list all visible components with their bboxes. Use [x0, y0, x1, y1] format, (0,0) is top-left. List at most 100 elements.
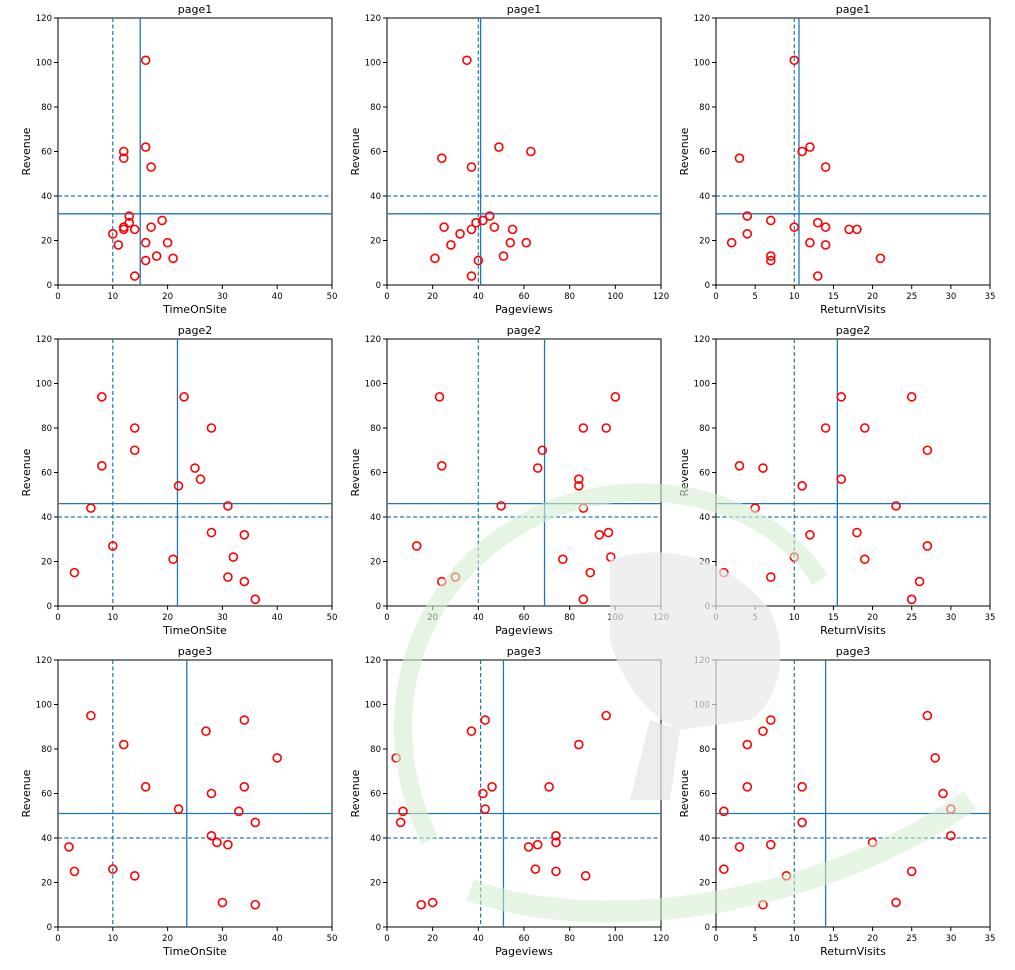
x-tick-label: 10 [789, 934, 800, 944]
scatter-point [789, 55, 800, 66]
chart-panel-5: page2 0 20 40 60 80 100 120 0 20 40 60 80 100 120 Pagev… [349, 324, 669, 637]
scatter-point [734, 461, 745, 471]
scatter-point [930, 753, 941, 763]
x-tick-label: 20 [162, 613, 173, 623]
y-tick-label: 0 [705, 281, 710, 291]
scatter-point [526, 146, 536, 157]
scatter-point [124, 217, 135, 228]
scatter-point [97, 392, 107, 402]
x-tick-label: 120 [653, 613, 669, 623]
scatter-point [844, 224, 854, 235]
scatter-point [867, 837, 878, 848]
scatter-point [436, 461, 447, 471]
x-tick-label: 40 [473, 934, 484, 944]
scatter-point [906, 866, 917, 877]
chart-panel-7: page3 0 10 20 30 40 50 0 20 40 60 80 100 120 TimeOnSit… [20, 645, 337, 958]
y-tick-label: 100 [694, 59, 710, 69]
x-tick-label: 80 [564, 292, 575, 302]
scatter-point [129, 423, 140, 433]
x-tick-label: 40 [473, 613, 484, 623]
x-tick-label: 30 [217, 613, 228, 623]
scatter-point [223, 572, 233, 582]
scatter-point [719, 567, 729, 578]
x-tick-label: 120 [653, 934, 669, 944]
y-tick-label: 0 [376, 923, 381, 933]
y-axis-label: Revenue [349, 448, 362, 496]
y-tick-label: 80 [370, 745, 381, 755]
scatter-point [190, 463, 200, 473]
plot-frame [57, 659, 333, 928]
chart-title: page2 [836, 324, 870, 337]
scatter-point [168, 554, 178, 565]
scatter-point [395, 817, 406, 828]
y-tick-label: 60 [41, 469, 52, 479]
scatter-point [478, 215, 488, 226]
y-tick-label: 20 [699, 237, 710, 247]
scatter-point [462, 55, 472, 66]
scatter-point [758, 463, 768, 473]
scatter-point [436, 153, 447, 163]
scatter-point [239, 576, 250, 587]
scatter-point [530, 864, 541, 874]
x-tick-label: 10 [789, 292, 800, 302]
y-tick-label: 80 [370, 424, 381, 434]
chart-panel-2: page1 0 20 40 60 80 100 120 0 20 40 60 80 100 120 Pagev… [349, 3, 669, 316]
scatter-point [946, 804, 956, 814]
scatter-point [601, 423, 612, 433]
scatter-point [391, 753, 401, 763]
x-axis-label: ReturnVisits [820, 945, 886, 958]
x-tick-label: 40 [272, 292, 283, 302]
scatter-point [64, 842, 74, 852]
scatter-point [719, 864, 729, 874]
scatter-point [140, 142, 151, 152]
scatter-point [765, 715, 776, 725]
y-tick-label: 20 [370, 237, 381, 247]
chart-panel-4: page2 0 10 20 30 40 50 0 20 40 60 80 100 120 TimeOnSit… [20, 324, 337, 637]
scatter-point [765, 839, 776, 850]
x-tick-label: 60 [519, 934, 530, 944]
scatter-point [859, 554, 870, 565]
plot-frame [386, 659, 662, 928]
scatter-point [140, 255, 151, 266]
y-tick-label: 80 [699, 745, 710, 755]
x-tick-label: 35 [985, 613, 996, 623]
scatter-point [466, 162, 477, 172]
scatter-point [578, 423, 589, 433]
chart-title: page1 [836, 3, 870, 16]
scatter-point [594, 529, 605, 540]
y-tick-label: 0 [47, 602, 52, 612]
scatter-point [820, 423, 831, 433]
y-tick-label: 40 [370, 834, 381, 844]
x-tick-label: 25 [906, 613, 917, 623]
y-tick-label: 120 [36, 335, 52, 345]
scatter-point [742, 229, 753, 239]
y-tick-label: 60 [41, 148, 52, 158]
scatter-point [466, 224, 477, 235]
scatter-point [223, 501, 233, 511]
scatter-point [416, 899, 427, 910]
scatter-point [97, 461, 107, 471]
x-tick-label: 0 [55, 934, 60, 944]
x-tick-label: 0 [55, 292, 60, 302]
y-tick-label: 80 [699, 103, 710, 113]
scatter-point [140, 782, 151, 792]
scatter-point [272, 753, 283, 763]
scatter-point [601, 710, 612, 721]
scatter-point [124, 211, 135, 221]
scatter-point [173, 804, 184, 814]
y-tick-label: 20 [41, 237, 52, 247]
scatter-point [466, 271, 477, 281]
scatter-point [411, 541, 422, 551]
x-tick-label: 0 [384, 613, 389, 623]
x-tick-label: 100 [607, 292, 623, 302]
scatter-point [108, 229, 118, 239]
y-tick-label: 80 [370, 103, 381, 113]
scatter-point [201, 726, 211, 737]
scatter-point [118, 146, 129, 157]
y-tick-label: 60 [370, 148, 381, 158]
scatter-point [140, 55, 151, 66]
scatter-point [789, 222, 800, 232]
y-tick-label: 40 [370, 192, 381, 202]
scatter-point [498, 251, 509, 261]
scatter-point [820, 162, 831, 172]
